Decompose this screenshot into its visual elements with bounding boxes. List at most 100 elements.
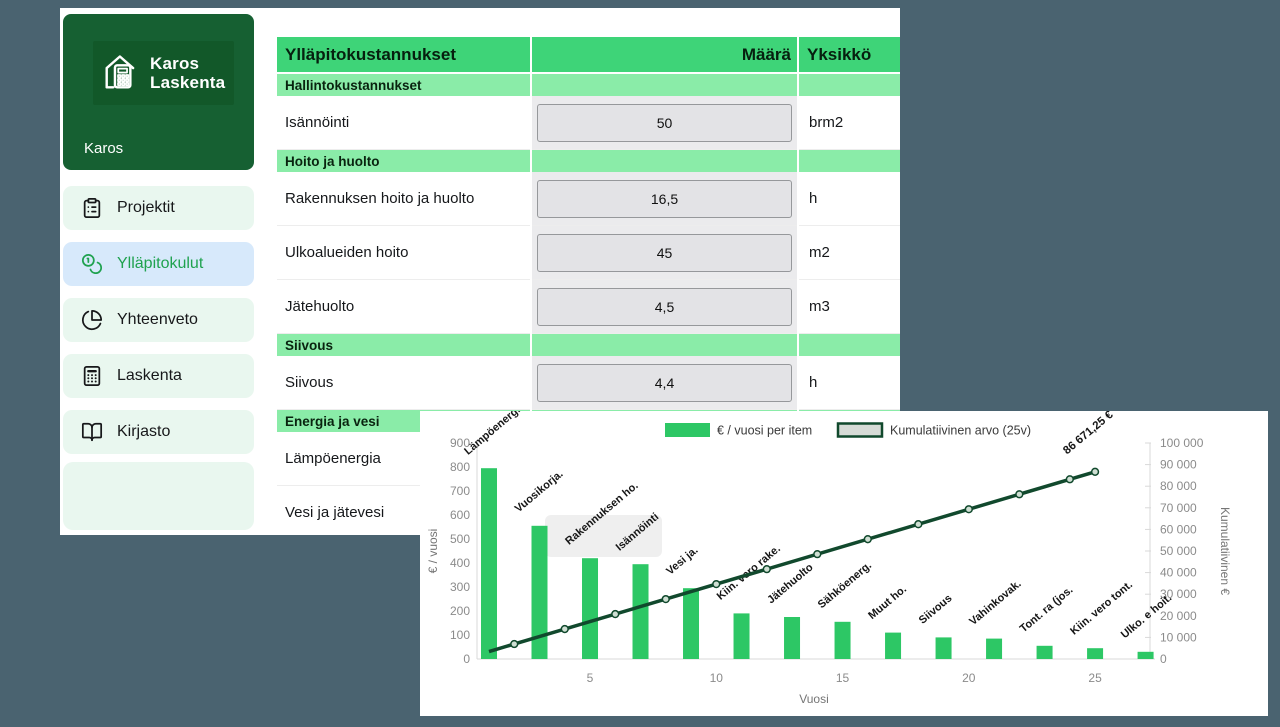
sidebar-item-laskenta[interactable]: Laskenta <box>63 354 254 398</box>
cost-chart: 0 100 200 300 400 500 600 700 800 900 0 10 000 20 00… <box>426 404 1232 706</box>
row-value-cell <box>532 356 797 410</box>
quantity-input[interactable] <box>537 103 792 142</box>
quantity-input[interactable] <box>537 233 792 272</box>
line-marker <box>762 564 771 574</box>
sidebar-item-label: Projektit <box>117 199 175 216</box>
sidebar-item-yllapitokulut[interactable]: Ylläpitokulut <box>63 242 254 286</box>
quantity-input[interactable] <box>537 179 792 218</box>
right-axis-tick: 40 000 <box>1160 566 1197 580</box>
sidebar-item-kirjasto[interactable]: Kirjasto <box>63 410 254 454</box>
line-marker <box>863 535 872 544</box>
bar-label: Lämpöenerg. <box>462 411 523 457</box>
row-label: Rakennuksen hoito ja huolto <box>277 172 530 226</box>
tooltip-box <box>545 515 662 557</box>
line-marker <box>560 624 569 634</box>
section-spacer <box>532 150 797 172</box>
legend-swatch-line <box>836 422 884 438</box>
x-axis-tick: 25 <box>1088 671 1102 685</box>
left-axis-tick: 700 <box>450 484 470 498</box>
logo-card: Karos Laskenta Karos <box>63 14 254 170</box>
row-label: Ulkoalueiden hoito <box>277 226 530 280</box>
right-axis-tick: 90 000 <box>1160 458 1197 472</box>
right-axis-tick: 20 000 <box>1160 609 1197 623</box>
x-axis-tick: 15 <box>836 671 850 685</box>
sidebar-item-projektit[interactable]: Projektit <box>63 186 254 230</box>
left-axis-tick: 400 <box>450 556 470 570</box>
bar-label: Tont. ra (jos. <box>1018 584 1076 635</box>
bar <box>632 564 649 659</box>
bar-label: Vuosikorja. <box>513 468 566 515</box>
right-axis-tick: 70 000 <box>1160 501 1197 515</box>
left-axis-tick: 100 <box>450 628 470 642</box>
row-value-cell <box>532 226 797 280</box>
left-axis-tick: 500 <box>450 532 470 546</box>
table-row: Siivous h <box>277 356 900 410</box>
table-row: Rakennuksen hoito ja huolto h <box>277 172 900 226</box>
table-row: Jätehuolto m3 <box>277 280 900 334</box>
clipboard-icon <box>81 197 103 219</box>
section-spacer <box>532 334 797 356</box>
section-spacer <box>532 74 797 96</box>
sidebar-item-yhteenveto[interactable]: Yhteenveto <box>63 298 254 342</box>
bar-label: Sähköenerg. <box>816 559 874 611</box>
section-spacer <box>799 334 900 356</box>
legend-swatch-bar <box>665 423 710 437</box>
bar <box>480 468 497 659</box>
left-axis-tick: 800 <box>450 460 470 474</box>
sidebar-item-label: Yhteenveto <box>117 311 198 328</box>
quantity-input[interactable] <box>537 363 792 402</box>
bar <box>885 632 902 659</box>
legend-item-line[interactable]: Kumulatiivinen arvo (25v) <box>836 422 1031 438</box>
section-title: Siivous <box>277 334 530 356</box>
line-marker <box>1065 475 1074 484</box>
bar <box>1036 645 1053 659</box>
table-row: Isännöinti brm2 <box>277 96 900 150</box>
line-end-annotation: 86 671,25 € <box>1061 411 1116 457</box>
bar <box>784 617 801 659</box>
right-axis-tick: 60 000 <box>1160 522 1197 536</box>
calculator-icon <box>81 365 103 387</box>
left-axis-tick: 600 <box>450 508 470 522</box>
row-label: Siivous <box>277 356 530 410</box>
legend-item-bars[interactable]: € / vuosi per item <box>665 423 812 438</box>
line-marker <box>661 594 670 604</box>
cost-chart-panel: 0 100 200 300 400 500 600 700 800 900 0 10 000 20 00… <box>420 404 1268 716</box>
right-axis-tick: 30 000 <box>1160 587 1197 601</box>
x-axis-tick: 5 <box>587 671 594 685</box>
row-label: Lämpöenergia <box>277 432 530 486</box>
bar <box>733 613 750 659</box>
row-value-cell <box>532 96 797 150</box>
sidebar: Karos Laskenta Karos Projektit Ylläpitokul… <box>63 14 254 530</box>
bar <box>1137 651 1154 659</box>
cumulative-line <box>488 470 1096 654</box>
row-value-cell <box>532 280 797 334</box>
sidebar-item-label: Laskenta <box>117 367 182 384</box>
x-axis-tick: 10 <box>710 671 724 685</box>
line-marker <box>813 550 822 559</box>
sidebar-item-label: Ylläpitokulut <box>117 255 204 272</box>
bar <box>531 525 548 659</box>
coins-icon <box>81 253 103 275</box>
quantity-input[interactable] <box>537 287 792 326</box>
section-spacer <box>799 74 900 96</box>
row-unit: h <box>799 172 900 226</box>
row-unit: brm2 <box>799 96 900 150</box>
legend-label: € / vuosi per item <box>717 424 812 438</box>
bar-label: Vesi ja. <box>664 544 700 577</box>
left-axis-tick: 900 <box>450 436 470 450</box>
right-axis-tick: 0 <box>1160 652 1167 666</box>
row-label: Vesi ja jätevesi <box>277 486 530 535</box>
app-window: Karos Laskenta Karos Projektit Ylläpitokul… <box>60 8 900 535</box>
table-header-row: Ylläpitokustannukset Määrä Yksikkö <box>277 37 900 72</box>
line-marker <box>712 579 721 589</box>
section-header-row: Siivous <box>277 334 900 356</box>
left-axis-tick: 200 <box>450 604 470 618</box>
sidebar-item-label: Kirjasto <box>117 423 171 440</box>
table-title: Ylläpitokustannukset <box>277 37 530 72</box>
line-marker <box>1015 490 1024 499</box>
column-header-unit: Yksikkö <box>799 37 900 72</box>
bar-label: Siivous <box>917 592 955 626</box>
left-axis-title: € / vuosi <box>426 529 440 574</box>
row-unit: m3 <box>799 280 900 334</box>
right-axis-tick: 50 000 <box>1160 544 1197 558</box>
